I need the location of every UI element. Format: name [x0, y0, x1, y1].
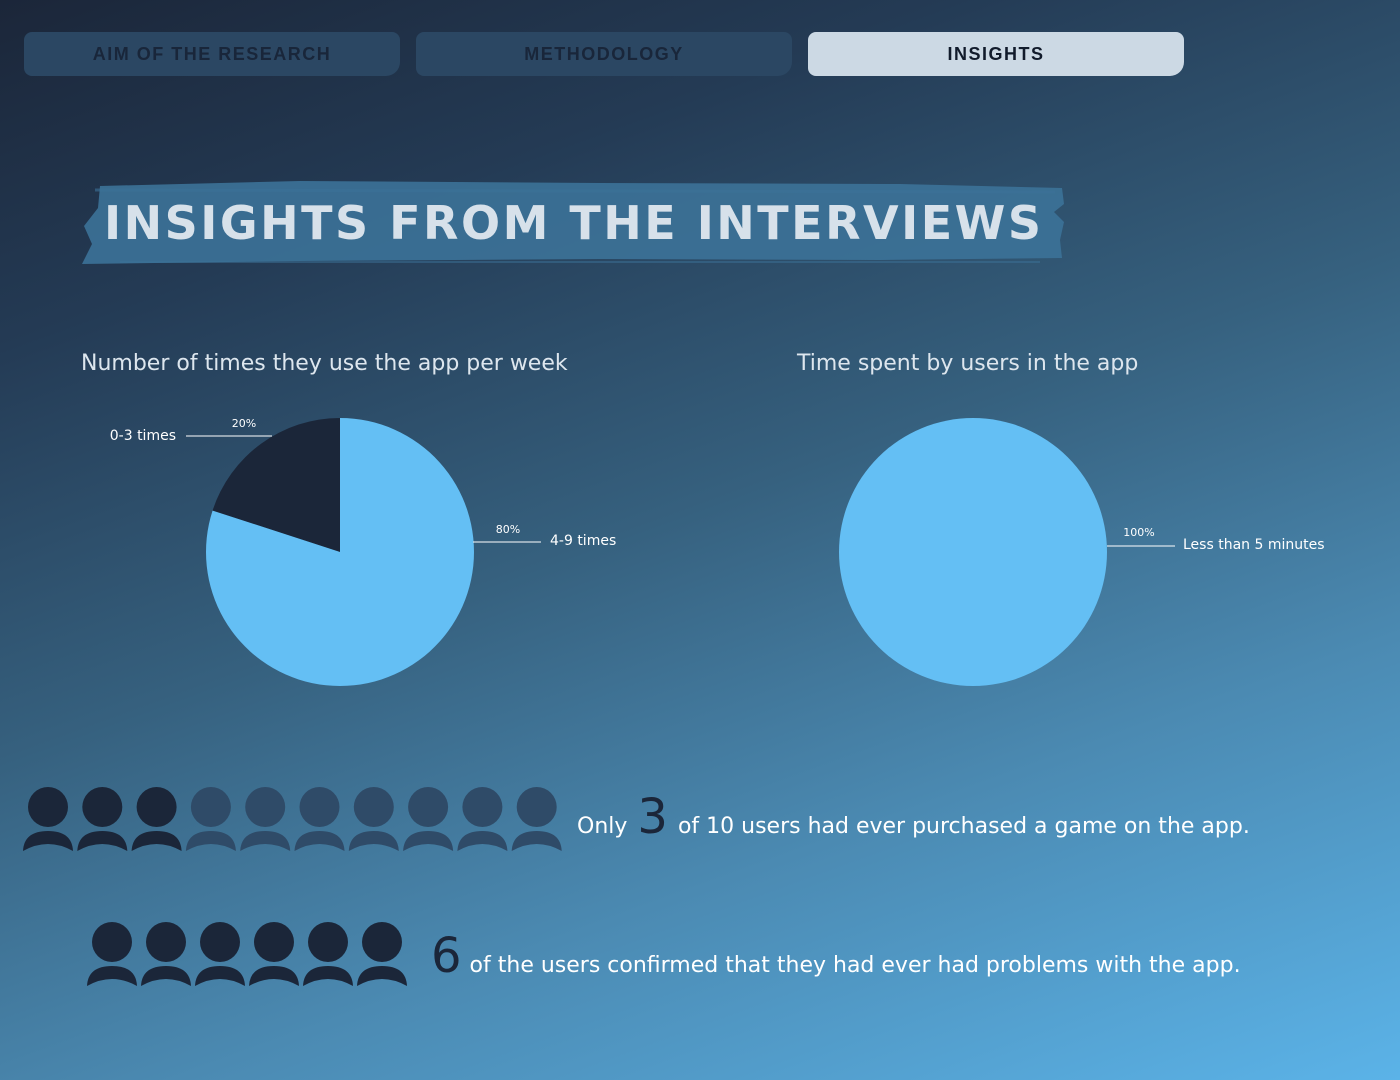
user-icon — [357, 922, 407, 986]
chart-title-time-spent: Time spent by users in the app — [797, 351, 1139, 376]
user-icon — [457, 787, 508, 851]
pie-percent-label: 100% — [1123, 526, 1154, 539]
pie-percent-label: 20% — [232, 417, 256, 430]
pie-percent-label: 80% — [496, 523, 520, 536]
user-icon — [240, 787, 291, 851]
pie-category-label: 4-9 times — [550, 533, 616, 549]
insight-number: 3 — [637, 789, 668, 845]
pie-category-label: Less than 5 minutes — [1183, 537, 1325, 553]
user-icon — [511, 787, 562, 851]
pie-category-label: 0-3 times — [110, 428, 176, 444]
user-icon — [303, 922, 353, 986]
pie-slice-less-than-5-minutes — [839, 418, 1107, 686]
user-icon — [294, 787, 345, 851]
user-icon — [87, 922, 137, 986]
user-icon — [249, 922, 299, 986]
insight-prefix: Only — [577, 814, 628, 839]
insight-purchased: Only 3 of 10 users had ever purchased a … — [577, 793, 1250, 853]
insight-text: of the users confirmed that they had eve… — [469, 953, 1241, 978]
user-icon — [77, 787, 128, 851]
heading-brush-stroke — [82, 181, 1064, 264]
pie-slice-4-9-times — [206, 418, 474, 686]
insight-text: of 10 users had ever purchased a game on… — [677, 814, 1250, 839]
tab-methodology[interactable]: METHODOLOGY — [416, 32, 792, 76]
insight-number: 6 — [431, 928, 462, 984]
tab-aim-of-the-research[interactable]: AIM OF THE RESEARCH — [24, 32, 400, 76]
user-icon — [348, 787, 399, 851]
pie-charts: 20% 0-3 times 80% 4-9 times 100% Less than 5 … — [110, 417, 1325, 686]
page-title: INSIGHTS FROM THE INTERVIEWS — [104, 196, 1044, 250]
user-icon — [131, 787, 182, 851]
user-icon — [403, 787, 454, 851]
user-icon — [141, 922, 191, 986]
user-icon — [195, 922, 245, 986]
tab-insights[interactable]: INSIGHTS — [808, 32, 1184, 76]
user-icon — [185, 787, 236, 851]
insight-problems: 6 of the users confirmed that they had e… — [431, 932, 1241, 992]
chart-title-usage-per-week: Number of times they use the app per wee… — [81, 351, 568, 376]
pie-slice-0-3-times — [212, 418, 340, 552]
user-icon — [23, 787, 73, 851]
